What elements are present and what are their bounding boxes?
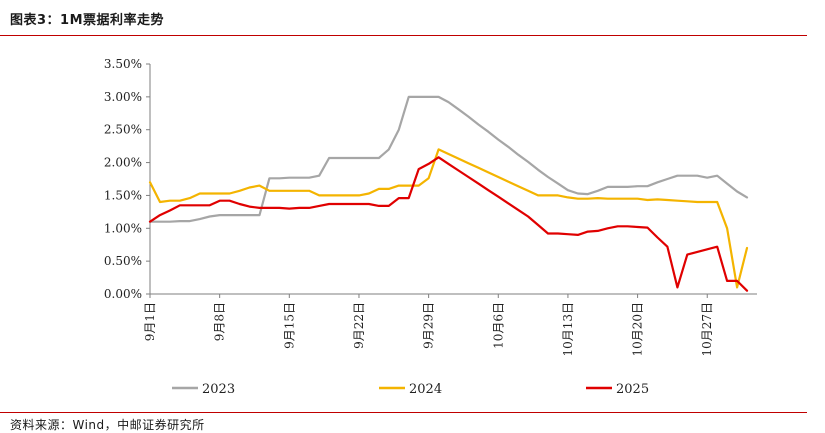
x-tick-label: 10月13日 (561, 302, 575, 357)
x-tick-label: 9月29日 (422, 302, 436, 349)
x-tick-label: 9月8日 (213, 302, 227, 341)
series-layer (148, 95, 749, 292)
x-tick-label: 10月6日 (491, 302, 505, 349)
series-line-2023 (148, 95, 749, 223)
y-tick-label: 2.50% (104, 123, 142, 137)
y-tick-label: 3.50% (104, 57, 142, 71)
legend-label-2024: 2024 (409, 382, 442, 397)
y-tick-label: 2.00% (104, 156, 142, 170)
y-tick-label: 0.00% (104, 287, 142, 301)
x-tick-label: 9月1日 (143, 302, 157, 341)
source-note: 资料来源：Wind，中邮证券研究所 (10, 418, 205, 432)
legend-label-2025: 2025 (616, 382, 649, 397)
x-tick-label: 9月15日 (282, 302, 296, 349)
x-tick-label: 10月27日 (700, 302, 714, 357)
legend: 2023 2024 2025 (172, 382, 649, 397)
x-axis: 9月1日 9月8日 9月15日 9月22日 9月29日 10月6日 10月13日 10月20日… (143, 293, 757, 357)
legend-label-2023: 2023 (202, 382, 235, 397)
bottom-divider (0, 412, 807, 413)
y-tick-label: 3.00% (104, 90, 142, 104)
title-bar: 图表3：1M票据利率走势 (0, 0, 825, 36)
y-tick-label: 0.50% (104, 254, 142, 268)
series-line-2025 (148, 156, 749, 292)
x-tick-label: 10月20日 (631, 302, 645, 357)
y-axis: 0.00% 0.50% 1.00% 1.50% 2.00% 2.50% 3.00% 3.50% (104, 57, 151, 301)
y-tick-label: 1.00% (104, 221, 142, 235)
series-line-2024 (148, 148, 749, 289)
chart-title: 图表3：1M票据利率走势 (10, 13, 165, 28)
y-tick-label: 1.50% (104, 188, 142, 202)
x-tick-label: 9月22日 (352, 302, 366, 349)
top-divider (0, 35, 807, 36)
